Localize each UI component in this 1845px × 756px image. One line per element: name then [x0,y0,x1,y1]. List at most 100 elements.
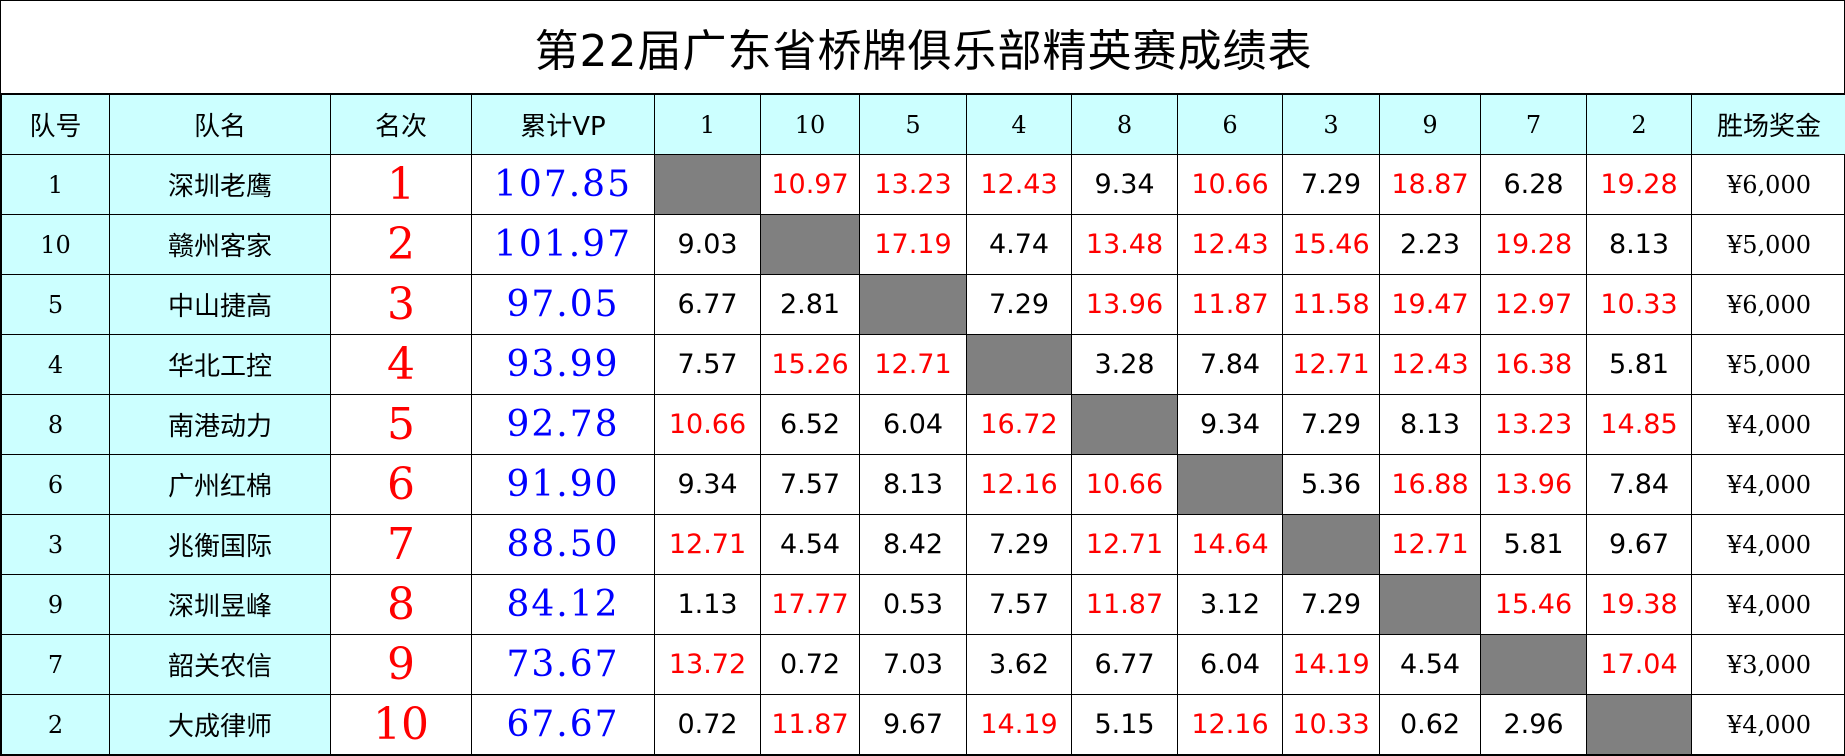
match-score-cell: 2.23 [1379,214,1481,275]
team-number-cell: 2 [1,694,110,755]
match-score-cell: 13.23 [1480,394,1587,455]
table-row: 4 华北工控 4 93.99 7.57 15.26 12.71 3.28 7.84 12.71 12… [1,334,1845,395]
match-score-cell: 17.77 [760,574,860,635]
rank-cell: 4 [330,334,472,395]
match-score-cell: 12.43 [1177,214,1283,275]
rank-cell: 3 [330,274,472,335]
team-name-cell: 深圳老鹰 [109,154,331,215]
match-score-cell: 6.77 [1071,634,1178,695]
prize-cell: ¥4,000 [1691,694,1845,755]
match-score-cell: 9.67 [859,694,967,755]
match-score-cell: 19.38 [1586,574,1692,635]
header-opponent: 7 [1480,94,1587,155]
team-name-cell: 广州红棉 [109,454,331,515]
match-score-cell: 10.97 [760,154,860,215]
match-score-cell: 18.87 [1379,154,1481,215]
header-opponent: 6 [1177,94,1283,155]
vp-total-cell: 93.99 [471,334,655,395]
match-score-cell: 14.64 [1177,514,1283,575]
match-score-cell: 0.72 [654,694,761,755]
match-score-cell: 12.97 [1480,274,1587,335]
vp-total-cell: 101.97 [471,214,655,275]
match-score-cell: 9.67 [1586,514,1692,575]
team-number-cell: 4 [1,334,110,395]
match-score-cell: 14.19 [1282,634,1380,695]
match-score-cell: 12.71 [1282,334,1380,395]
match-score-cell: 0.53 [859,574,967,635]
team-name-cell: 中山捷高 [109,274,331,335]
self-match-cell [1071,394,1178,455]
match-score-cell: 5.81 [1480,514,1587,575]
match-score-cell: 13.23 [859,154,967,215]
match-score-cell: 3.12 [1177,574,1283,635]
match-score-cell: 2.81 [760,274,860,335]
header-opponent: 2 [1586,94,1692,155]
rank-cell: 1 [330,154,472,215]
prize-cell: ¥4,000 [1691,514,1845,575]
team-number-cell: 7 [1,634,110,695]
match-score-cell: 8.42 [859,514,967,575]
vp-total-cell: 92.78 [471,394,655,455]
match-score-cell: 7.29 [1282,154,1380,215]
match-score-cell: 6.28 [1480,154,1587,215]
rank-cell: 8 [330,574,472,635]
match-score-cell: 7.84 [1177,334,1283,395]
match-score-cell: 6.04 [1177,634,1283,695]
vp-total-cell: 67.67 [471,694,655,755]
match-score-cell: 10.66 [1071,454,1178,515]
match-score-cell: 12.16 [966,454,1072,515]
vp-total-cell: 91.90 [471,454,655,515]
self-match-cell [760,214,860,275]
match-score-cell: 11.87 [1071,574,1178,635]
match-score-cell: 13.72 [654,634,761,695]
vp-total-cell: 73.67 [471,634,655,695]
match-score-cell: 5.15 [1071,694,1178,755]
prize-cell: ¥6,000 [1691,274,1845,335]
header-opponent: 10 [760,94,860,155]
match-score-cell: 13.96 [1480,454,1587,515]
header-opponent: 8 [1071,94,1178,155]
vp-total-cell: 97.05 [471,274,655,335]
match-score-cell: 13.48 [1071,214,1178,275]
header-opponent: 3 [1282,94,1380,155]
match-score-cell: 1.13 [654,574,761,635]
team-name-cell: 深圳昱峰 [109,574,331,635]
table-row: 8 南港动力 5 92.78 10.66 6.52 6.04 16.72 9.34 7.29 8.1… [1,394,1845,455]
header-rank: 名次 [330,94,472,155]
prize-cell: ¥6,000 [1691,154,1845,215]
header-opponent: 4 [966,94,1072,155]
match-score-cell: 2.96 [1480,694,1587,755]
table-row: 1 深圳老鹰 1 107.85 10.97 13.23 12.43 9.34 10.66 7.29… [1,154,1845,215]
self-match-cell [1282,514,1380,575]
self-match-cell [1480,634,1587,695]
rank-cell: 9 [330,634,472,695]
vp-total-cell: 107.85 [471,154,655,215]
match-score-cell: 4.54 [1379,634,1481,695]
team-name-cell: 南港动力 [109,394,331,455]
prize-cell: ¥3,000 [1691,634,1845,695]
match-score-cell: 19.28 [1586,154,1692,215]
results-body: 1 深圳老鹰 1 107.85 10.97 13.23 12.43 9.34 10.66 7.29… [1,154,1845,755]
match-score-cell: 7.57 [760,454,860,515]
header-opponent: 1 [654,94,761,155]
team-number-cell: 6 [1,454,110,515]
table-row: 5 中山捷高 3 97.05 6.77 2.81 7.29 13.96 11.87 11.58 19… [1,274,1845,335]
match-score-cell: 9.03 [654,214,761,275]
header-team-no: 队号 [1,94,110,155]
match-score-cell: 0.62 [1379,694,1481,755]
match-score-cell: 9.34 [1177,394,1283,455]
match-score-cell: 12.16 [1177,694,1283,755]
header-prize: 胜场奖金 [1691,94,1845,155]
match-score-cell: 8.13 [1379,394,1481,455]
match-score-cell: 10.33 [1586,274,1692,335]
table-row: 9 深圳昱峰 8 84.12 1.13 17.77 0.53 7.57 11.87 3.12 7.2… [1,574,1845,635]
match-score-cell: 19.28 [1480,214,1587,275]
vp-total-cell: 88.50 [471,514,655,575]
header-vp: 累计VP [471,94,655,155]
match-score-cell: 8.13 [859,454,967,515]
match-score-cell: 16.38 [1480,334,1587,395]
match-score-cell: 6.52 [760,394,860,455]
self-match-cell [859,274,967,335]
vp-total-cell: 84.12 [471,574,655,635]
match-score-cell: 9.34 [654,454,761,515]
